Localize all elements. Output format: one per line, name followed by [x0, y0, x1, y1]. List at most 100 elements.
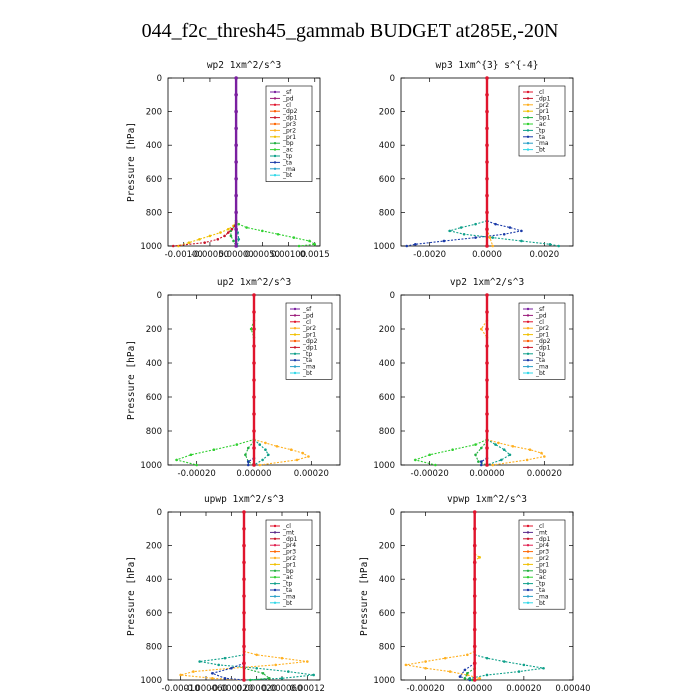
data-point-pr2	[543, 455, 546, 458]
y-tick-label: 400	[379, 359, 395, 369]
legend-marker	[526, 352, 530, 355]
data-point-ac	[297, 244, 301, 248]
x-tick-label: -0.00020	[178, 469, 216, 479]
series-line-bp	[244, 440, 255, 466]
data-point-pr2	[211, 677, 214, 680]
y-tick-label: 200	[146, 325, 162, 335]
data-point-pr2	[466, 653, 469, 657]
data-point-cl	[485, 126, 489, 131]
y-tick-label: 1000	[140, 676, 162, 686]
data-point-cl	[485, 463, 489, 467]
data-point-tp	[520, 239, 523, 243]
legend-marker	[273, 148, 277, 151]
data-point-ac	[212, 448, 216, 452]
legend-label: _pd	[535, 312, 547, 319]
legend-marker	[526, 327, 530, 330]
legend-marker	[526, 365, 530, 368]
legend-label: _bt	[282, 172, 293, 179]
legend-label: _bt	[535, 370, 546, 377]
y-tick-label: 600	[146, 175, 162, 185]
data-point-tp	[223, 656, 227, 660]
legend-marker	[526, 537, 530, 540]
legend-label: _bp1	[535, 115, 551, 122]
x-tick-label: 0.00020	[506, 684, 541, 694]
data-point-tp	[491, 236, 495, 239]
legend-label: _tp	[302, 351, 312, 358]
data-point-pr1	[187, 241, 191, 244]
legend-label: _sf	[282, 89, 292, 96]
legend-marker	[273, 563, 277, 566]
y-tick-label: 600	[379, 393, 395, 403]
legend-label: _cl	[282, 523, 291, 530]
data-point-sf	[234, 244, 238, 248]
data-point-ta	[211, 671, 214, 675]
data-point-bp	[474, 453, 477, 457]
x-tick-label: 0.0000	[472, 250, 502, 260]
legend-label: _cl	[302, 319, 311, 326]
data-point-pr2	[479, 327, 483, 331]
legend-label: _ta	[282, 159, 292, 166]
legend-label: _pr2	[282, 127, 296, 134]
y-tick-label: 200	[379, 542, 395, 552]
data-point-cl	[485, 412, 489, 416]
y-tick-label: 1000	[140, 461, 162, 471]
data-point-cl	[242, 611, 246, 615]
legend-label: _tp	[535, 127, 545, 134]
data-point-tp	[522, 663, 526, 667]
y-tick-label: 400	[379, 575, 395, 585]
y-tick-label: 200	[146, 108, 162, 118]
legend-label: _ta	[282, 587, 292, 594]
legend-marker	[273, 135, 277, 138]
data-point-ta	[479, 460, 483, 463]
data-point-cl	[485, 361, 489, 365]
y-tick-label: 0	[157, 508, 162, 518]
legend-marker	[273, 556, 277, 560]
legend-marker	[273, 116, 277, 119]
data-point-ac	[313, 243, 317, 246]
legend-marker	[273, 110, 277, 113]
data-point-tp	[517, 670, 521, 673]
data-point-ta	[508, 226, 512, 229]
x-tick-label: 0.000020	[236, 684, 277, 694]
data-point-ac	[195, 463, 198, 467]
x-tick-label: -0.0020	[413, 250, 446, 260]
data-point-cl	[485, 310, 489, 314]
data-point-bp	[229, 234, 233, 238]
y-tick-label: 0	[157, 291, 162, 301]
data-point-cl	[242, 527, 246, 531]
legend-box	[518, 85, 566, 157]
legend-marker	[273, 129, 277, 132]
plot-frame	[400, 511, 574, 681]
data-point-tp	[500, 458, 503, 462]
data-point-sf	[234, 193, 238, 198]
legend-label: _pr1	[535, 332, 549, 339]
x-tick-label: 0.00000	[219, 250, 254, 260]
data-point-ac	[428, 453, 431, 457]
data-point-pr2	[274, 663, 277, 667]
data-point-cl	[252, 344, 256, 348]
y-axis-label: Pressure [hPa]	[126, 556, 137, 636]
data-point-bp	[268, 677, 271, 680]
legend-label: _pd	[302, 312, 314, 319]
data-point-ac	[175, 458, 178, 462]
legend-marker	[526, 601, 530, 604]
data-point-sf	[234, 93, 238, 97]
data-point-ac	[261, 229, 264, 233]
x-tick-label: -0.00100	[165, 250, 203, 260]
legend-marker	[526, 531, 530, 534]
legend-label: _pr3	[282, 121, 296, 128]
x-tick-label: 0.000060	[262, 684, 303, 694]
x-tick-label: -0.00010	[162, 684, 200, 694]
series-line-pr2	[180, 650, 308, 681]
data-point-cl	[252, 395, 256, 399]
data-point-pr1	[208, 234, 212, 238]
data-point-cl	[485, 76, 489, 80]
legend-label: _ma	[282, 166, 296, 173]
data-point-bp	[232, 239, 235, 243]
data-point-cl	[252, 429, 256, 433]
y-tick-label: 400	[146, 141, 162, 151]
data-point-tp	[474, 222, 477, 226]
y-tick-label: 800	[146, 208, 162, 218]
legend-marker	[293, 333, 297, 336]
data-point-tp	[485, 656, 489, 660]
